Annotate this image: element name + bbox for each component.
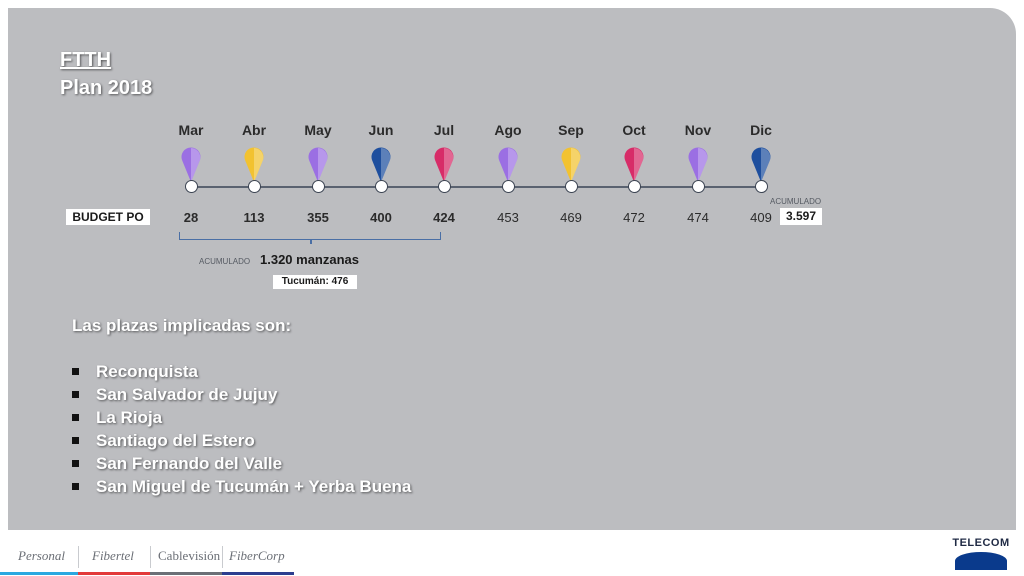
- bracket-tick: [310, 239, 312, 244]
- month-label: Ago: [494, 122, 522, 138]
- brand-divider: [222, 546, 223, 568]
- tucuman-count: Tucumán: 476: [273, 275, 357, 289]
- bullet-icon: [72, 368, 79, 375]
- month-label: May: [304, 122, 332, 138]
- budget-value: 474: [687, 210, 709, 225]
- brand-personal-logo: Personal: [18, 548, 65, 563]
- list-item: San Fernando del Valle: [72, 454, 411, 477]
- map-pin-icon: [623, 146, 645, 182]
- brand-color-bar: [0, 572, 78, 575]
- budget-po-label: BUDGET PO: [66, 209, 150, 225]
- list-item: San Salvador de Jujuy: [72, 385, 411, 408]
- brand-fibertel-logo: Fibertel: [92, 548, 134, 563]
- plaza-label: La Rioja: [96, 408, 163, 427]
- budget-value: 400: [370, 210, 392, 225]
- footer: Personal Fibertel Cablevisión FiberCorp …: [0, 530, 1024, 576]
- plaza-label: San Salvador de Jujuy: [96, 385, 278, 404]
- brand-color-bar: [222, 572, 294, 575]
- list-item: La Rioja: [72, 408, 411, 431]
- budget-value: 424: [433, 210, 455, 225]
- bullet-icon: [72, 414, 79, 421]
- budget-value: 28: [183, 210, 199, 225]
- plazas-list: Reconquista San Salvador de Jujuy La Rio…: [72, 362, 411, 500]
- timeline-node: [627, 180, 641, 193]
- month-label: Jun: [368, 122, 394, 138]
- map-pin-icon: [370, 146, 392, 182]
- slide-subtitle: Plan 2018: [60, 77, 153, 99]
- list-item: Santiago del Estero: [72, 431, 411, 454]
- manzanas-total: 1.320 manzanas: [260, 252, 360, 267]
- map-pin-icon: [560, 146, 582, 182]
- acumulado-total-label: ACUMULADO: [770, 197, 822, 206]
- slide-background: [8, 8, 1016, 530]
- month-label: Nov: [684, 122, 712, 138]
- budget-value: 472: [623, 210, 645, 225]
- plaza-label: Reconquista: [96, 362, 199, 381]
- map-pin-icon: [307, 146, 329, 182]
- bullet-icon: [72, 437, 79, 444]
- timeline-node: [437, 180, 451, 193]
- timeline-node: [501, 180, 515, 193]
- timeline-line: [191, 186, 761, 188]
- slide-title: FTTH: [60, 49, 112, 71]
- month-label: Sep: [558, 122, 584, 138]
- month-label: Abr: [241, 122, 267, 138]
- timeline-node: [247, 180, 261, 193]
- map-pin-icon: [750, 146, 772, 182]
- list-item: San Miguel de Tucumán + Yerba Buena: [72, 477, 411, 500]
- plazas-title: Las plazas implicadas son:: [72, 316, 292, 335]
- budget-value: 453: [497, 210, 519, 225]
- budget-value: 355: [307, 210, 329, 225]
- timeline-node: [754, 180, 768, 193]
- timeline-node: [564, 180, 578, 193]
- acumulado-total-value: 3.597: [780, 208, 822, 225]
- list-item: Reconquista: [72, 362, 411, 385]
- timeline-node: [691, 180, 705, 193]
- brand-color-bar: [150, 572, 222, 575]
- bullet-icon: [72, 483, 79, 490]
- map-pin-icon: [243, 146, 265, 182]
- brand-divider: [150, 546, 151, 568]
- brand-color-bar: [78, 572, 150, 575]
- acumulado-manzanas-label: ACUMULADO: [199, 257, 251, 266]
- month-label: Dic: [750, 122, 772, 138]
- map-pin-icon: [433, 146, 455, 182]
- budget-value: 469: [560, 210, 582, 225]
- telecom-logo-mark: [955, 552, 1007, 570]
- plaza-label: San Miguel de Tucumán + Yerba Buena: [96, 477, 412, 496]
- brand-fibercorp-logo: FiberCorp: [229, 548, 285, 563]
- map-pin-icon: [497, 146, 519, 182]
- plaza-label: San Fernando del Valle: [96, 454, 283, 473]
- map-pin-icon: [687, 146, 709, 182]
- telecom-logo: TELECOM: [952, 537, 1010, 549]
- month-label: Mar: [178, 122, 204, 138]
- budget-value: 113: [243, 210, 265, 225]
- month-label: Oct: [622, 122, 646, 138]
- brand-divider: [78, 546, 79, 568]
- budget-value: 409: [750, 210, 772, 225]
- timeline-node: [184, 180, 198, 193]
- timeline-node: [374, 180, 388, 193]
- plaza-label: Santiago del Estero: [96, 431, 255, 450]
- timeline-node: [311, 180, 325, 193]
- month-label: Jul: [433, 122, 455, 138]
- map-pin-icon: [180, 146, 202, 182]
- bullet-icon: [72, 391, 79, 398]
- brand-cablevision-logo: Cablevisión: [158, 548, 221, 563]
- bullet-icon: [72, 460, 79, 467]
